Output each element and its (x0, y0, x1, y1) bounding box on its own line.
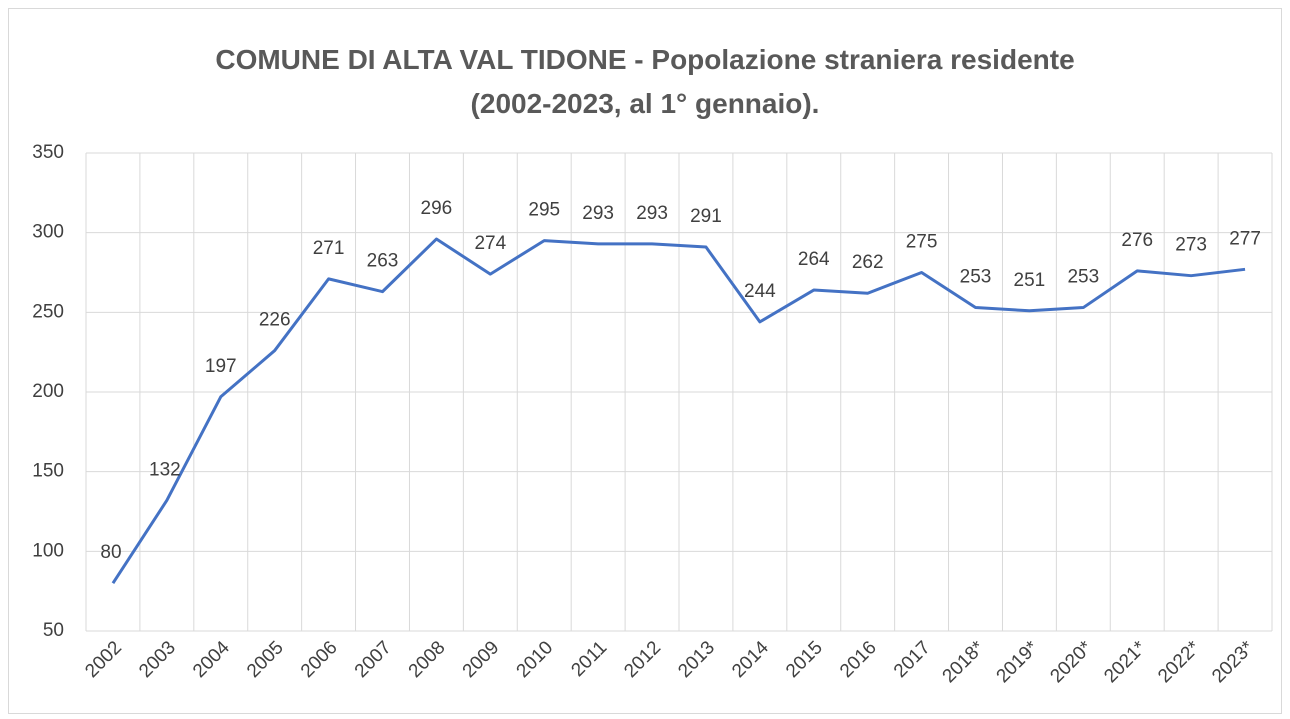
x-tick-label: 2017 (890, 637, 935, 682)
data-label: 291 (690, 206, 722, 227)
x-tick-label: 2014 (728, 637, 773, 682)
data-label: 293 (582, 203, 614, 224)
y-tick-label: 100 (32, 540, 64, 561)
x-tick-label: 2002 (81, 637, 126, 682)
data-label: 80 (100, 542, 121, 563)
x-tick-label: 2003 (135, 637, 180, 682)
data-label: 132 (149, 459, 181, 480)
x-tick-label: 2007 (351, 637, 396, 682)
chart-title: COMUNE DI ALTA VAL TIDONE - Popolazione … (215, 44, 1075, 119)
data-label: 276 (1121, 230, 1153, 251)
line-series (111, 237, 1246, 585)
data-label: 277 (1229, 228, 1261, 249)
x-tick-label: 2008 (405, 637, 450, 682)
y-tick-label: 50 (43, 620, 64, 641)
data-label: 197 (205, 356, 237, 377)
x-tick-label: 2023* (1208, 637, 1258, 687)
data-label: 226 (259, 310, 291, 331)
x-tick-label: 2015 (782, 637, 827, 682)
y-tick-label: 150 (32, 461, 64, 482)
x-tick-label: 2009 (459, 637, 504, 682)
x-tick-label: 2020* (1046, 637, 1096, 687)
y-tick-label: 250 (32, 301, 64, 322)
x-tick-label: 2011 (567, 637, 611, 681)
x-tick-label: 2004 (189, 637, 234, 682)
data-label: 296 (421, 198, 453, 219)
data-label: 273 (1175, 235, 1207, 256)
chart-border (8, 8, 1282, 714)
data-label: 253 (960, 267, 992, 288)
x-tick-label: 2012 (620, 637, 665, 682)
x-tick-label: 2019* (993, 637, 1043, 687)
data-label: 262 (852, 252, 884, 273)
data-label: 251 (1014, 270, 1046, 291)
data-label: 264 (798, 249, 830, 270)
data-label: 274 (474, 233, 506, 254)
y-tick-label: 200 (32, 381, 64, 402)
x-tick-label: 2021* (1100, 637, 1150, 687)
y-tick-label: 300 (32, 222, 64, 243)
data-label: 253 (1067, 267, 1099, 288)
data-label: 244 (744, 281, 776, 302)
x-tick-label: 2022* (1154, 637, 1204, 687)
y-tick-label: 350 (32, 142, 64, 163)
data-label: 275 (906, 232, 938, 253)
x-tick-label: 2005 (243, 637, 288, 682)
x-tick-label: 2018* (939, 637, 989, 687)
x-tick-label: 2006 (297, 637, 342, 682)
data-label: 263 (367, 251, 399, 272)
x-tick-label: 2016 (836, 637, 881, 682)
x-tick-label: 2010 (513, 637, 558, 682)
x-tick-label: 2013 (674, 637, 719, 682)
data-label: 295 (528, 200, 560, 221)
data-label: 271 (313, 238, 345, 259)
data-label: 293 (636, 203, 668, 224)
